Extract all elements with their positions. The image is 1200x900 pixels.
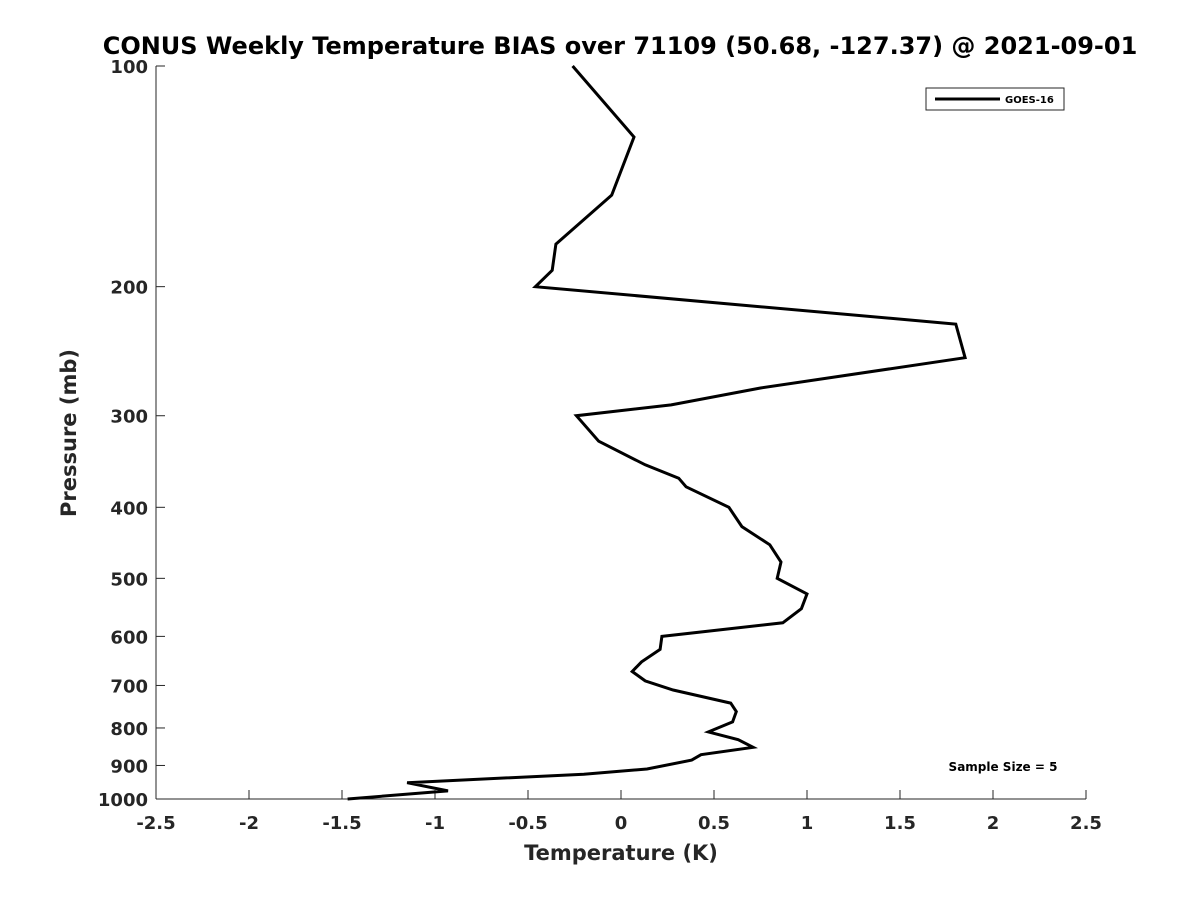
y-tick-label: 200 [110,278,148,299]
y-tick-label: 900 [110,756,148,777]
axes [155,66,1086,800]
x-tick-label: 0.5 [698,813,730,834]
y-tick-label: 700 [110,676,148,697]
x-tick-label: -1 [425,813,445,834]
x-tick-label: -0.5 [508,813,547,834]
x-axis-label: Temperature (K) [524,841,718,865]
y-tick-label: 600 [110,627,148,648]
y-axis-label: Pressure (mb) [57,349,81,517]
y-ticks: 100 200 300 400 500 600 700 800 900 1000 [98,57,165,811]
x-tick-label: -2 [239,813,259,834]
y-tick-label: 1000 [98,790,148,811]
series-line-goes-16 [347,65,967,801]
x-tick-label: -1.5 [322,813,361,834]
chart-title: CONUS Weekly Temperature BIAS over 71109… [103,32,1138,60]
x-tick-label: 1 [801,813,814,834]
y-tick-label: 800 [110,719,148,740]
y-tick-label: 100 [110,57,148,78]
y-tick-label: 400 [110,498,148,519]
x-tick-label: 1.5 [884,813,916,834]
x-tick-label: 2 [987,813,1000,834]
legend: GOES-16 [925,87,1065,111]
legend-label-goes-16: GOES-16 [1005,95,1054,106]
x-tick-label: 2.5 [1070,813,1102,834]
series-group [347,65,967,801]
x-tick-label: -2.5 [136,813,175,834]
y-tick-label: 500 [110,569,148,590]
sample-size-annotation: Sample Size = 5 [949,760,1058,774]
x-ticks: -2.5 -2 -1.5 -1 -0.5 0 0.5 1 1.5 2 2.5 [136,790,1102,834]
x-tick-label: 0 [615,813,628,834]
y-tick-label: 300 [110,407,148,428]
